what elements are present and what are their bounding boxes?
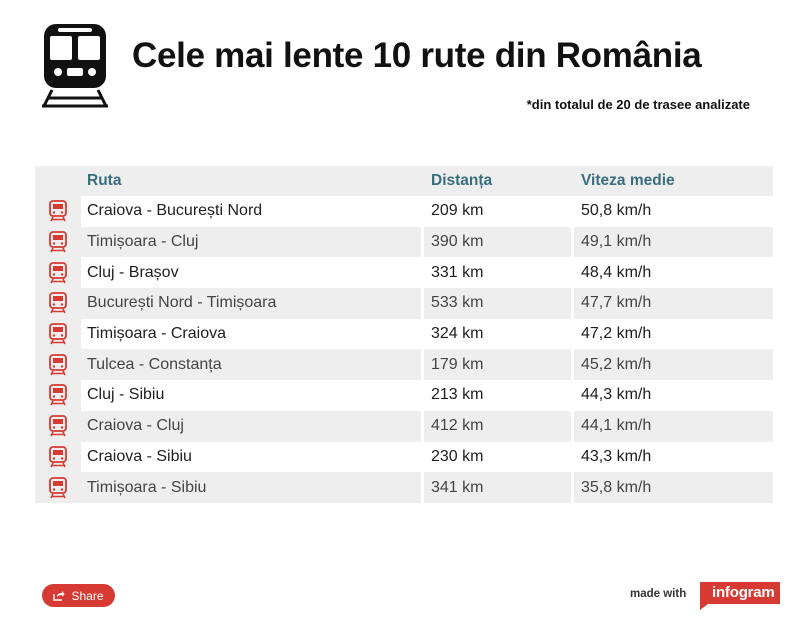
- row-icon-cell: [35, 472, 81, 503]
- chart-title: Cele mai lente 10 rute din România: [132, 36, 702, 75]
- row-icon-cell: [35, 257, 81, 289]
- table-row: Tulcea - Constanța 179 km 45,2 km/h: [35, 349, 773, 381]
- distance-cell: 230 km: [424, 441, 571, 473]
- route-cell: Timișoara - Sibiu: [81, 472, 421, 503]
- table-row: Cluj - Brașov 331 km 48,4 km/h: [35, 257, 773, 289]
- speed-cell: 45,2 km/h: [574, 349, 773, 381]
- speed-cell: 35,8 km/h: [574, 472, 773, 503]
- train-icon: [49, 415, 67, 437]
- distance-cell: 324 km: [424, 318, 571, 350]
- train-icon: [49, 200, 67, 222]
- train-icon: [49, 231, 67, 253]
- table-row: Timișoara - Sibiu 341 km 35,8 km/h: [35, 472, 773, 503]
- speed-cell: 44,3 km/h: [574, 380, 773, 411]
- row-icon-cell: [35, 380, 81, 411]
- speed-cell: 44,1 km/h: [574, 410, 773, 442]
- route-cell: Tulcea - Constanța: [81, 349, 421, 381]
- table-row: București Nord - Timișoara 533 km 47,7 km/…: [35, 288, 773, 319]
- route-cell: București Nord - Timișoara: [81, 288, 421, 319]
- route-cell: Craiova - Sibiu: [81, 441, 421, 473]
- route-cell: Timișoara - Cluj: [81, 226, 421, 258]
- share-label: Share: [71, 588, 104, 603]
- route-cell: Timișoara - Craiova: [81, 318, 421, 350]
- table-row: Craiova - Cluj 412 km 44,1 km/h: [35, 410, 773, 442]
- distance-cell: 213 km: [424, 380, 571, 411]
- row-icon-cell: [35, 410, 81, 442]
- train-icon: [49, 476, 67, 498]
- table-header-row: Ruta Distanța Viteza medie: [35, 166, 773, 196]
- row-icon-cell: [35, 441, 81, 473]
- train-icon: [49, 261, 67, 284]
- made-with-label: made with: [630, 588, 687, 600]
- row-icon-cell: [35, 349, 81, 381]
- column-header-distance: Distanța: [424, 166, 571, 196]
- distance-cell: 533 km: [424, 288, 571, 319]
- speed-cell: 43,3 km/h: [574, 441, 773, 473]
- routes-table: Ruta Distanța Viteza medie Craiova - Buc…: [35, 166, 773, 503]
- column-header-route: Ruta: [81, 166, 421, 196]
- route-cell: Craiova - Cluj: [81, 410, 421, 442]
- row-icon-cell: [35, 226, 81, 258]
- distance-cell: 331 km: [424, 257, 571, 289]
- train-front-icon: [42, 24, 108, 108]
- row-icon-cell: [35, 196, 81, 227]
- share-icon: [53, 591, 65, 601]
- train-icon: [49, 353, 67, 376]
- distance-cell: 390 km: [424, 226, 571, 258]
- route-cell: Cluj - Sibiu: [81, 380, 421, 411]
- table-row: Timișoara - Cluj 390 km 49,1 km/h: [35, 226, 773, 258]
- row-icon-cell: [35, 318, 81, 350]
- column-header-speed: Viteza medie: [574, 166, 773, 196]
- table-row: Cluj - Sibiu 213 km 44,3 km/h: [35, 380, 773, 411]
- route-cell: Craiova - București Nord: [81, 196, 421, 227]
- distance-cell: 179 km: [424, 349, 571, 381]
- speed-cell: 48,4 km/h: [574, 257, 773, 289]
- infogram-brand[interactable]: infogram: [712, 584, 775, 601]
- header-icon-cell: [35, 166, 81, 196]
- distance-cell: 341 km: [424, 472, 571, 503]
- train-icon: [49, 384, 67, 406]
- distance-cell: 209 km: [424, 196, 571, 227]
- table-row: Timișoara - Craiova 324 km 47,2 km/h: [35, 318, 773, 350]
- route-cell: Cluj - Brașov: [81, 257, 421, 289]
- train-icon: [49, 445, 67, 468]
- train-icon: [49, 323, 67, 345]
- distance-cell: 412 km: [424, 410, 571, 442]
- share-button[interactable]: Share: [42, 584, 115, 607]
- row-icon-cell: [35, 288, 81, 319]
- table-row: Craiova - Sibiu 230 km 43,3 km/h: [35, 441, 773, 473]
- table-row: Craiova - București Nord 209 km 50,8 km/h: [35, 196, 773, 227]
- speed-cell: 49,1 km/h: [574, 226, 773, 258]
- speed-cell: 50,8 km/h: [574, 196, 773, 227]
- infogram-logo[interactable]: [694, 580, 782, 610]
- speed-cell: 47,7 km/h: [574, 288, 773, 319]
- speed-cell: 47,2 km/h: [574, 318, 773, 350]
- train-icon: [49, 292, 67, 314]
- chart-subtitle: *din totalul de 20 de trasee analizate: [526, 97, 750, 112]
